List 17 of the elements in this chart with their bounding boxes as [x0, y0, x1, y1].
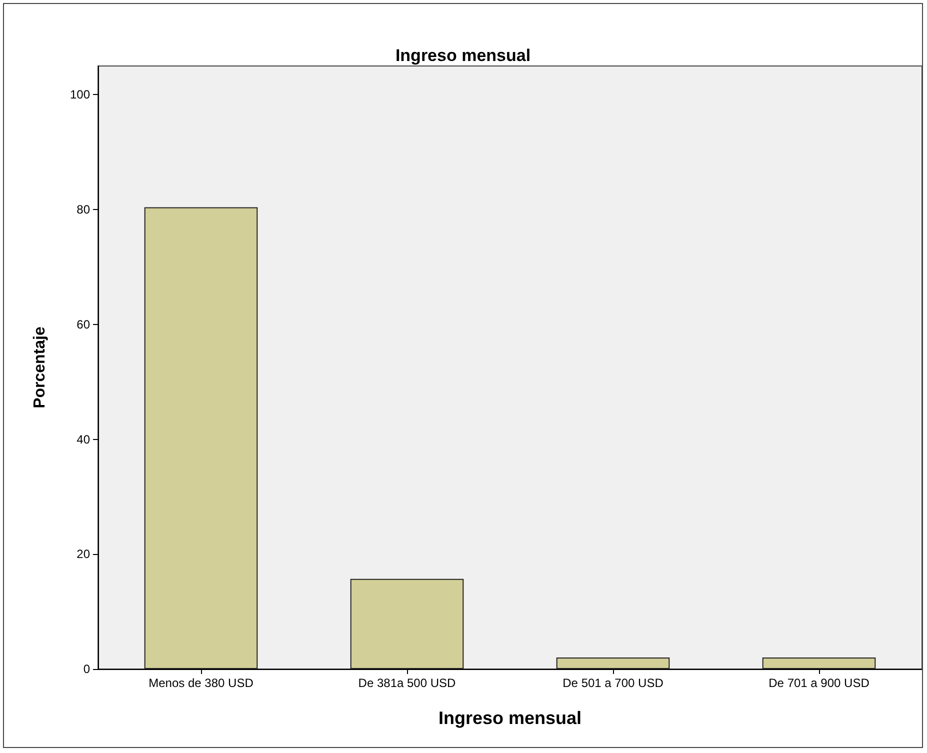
y-tick-label: 80 — [76, 202, 90, 217]
x-tick-label: De 501 a 700 USD — [562, 676, 664, 690]
y-tick-label: 100 — [70, 88, 90, 102]
y-axis-title: Porcentaje — [32, 326, 48, 408]
bar — [556, 658, 670, 669]
y-tick-label: 20 — [76, 547, 90, 562]
y-tick-label: 40 — [76, 432, 90, 446]
y-tick-label: 60 — [76, 317, 90, 332]
x-axis-title: Ingreso mensual — [438, 708, 582, 728]
chart-title: Ingreso mensual — [395, 46, 531, 65]
x-tick-label: De 701 a 900 USD — [768, 676, 870, 690]
bar — [144, 207, 258, 669]
bar — [350, 578, 464, 669]
y-tick-label: 0 — [83, 662, 90, 676]
x-tick-label: De 381a 500 USD — [358, 676, 456, 690]
bar — [762, 658, 876, 669]
x-tick-label: Menos de 380 USD — [148, 676, 254, 690]
